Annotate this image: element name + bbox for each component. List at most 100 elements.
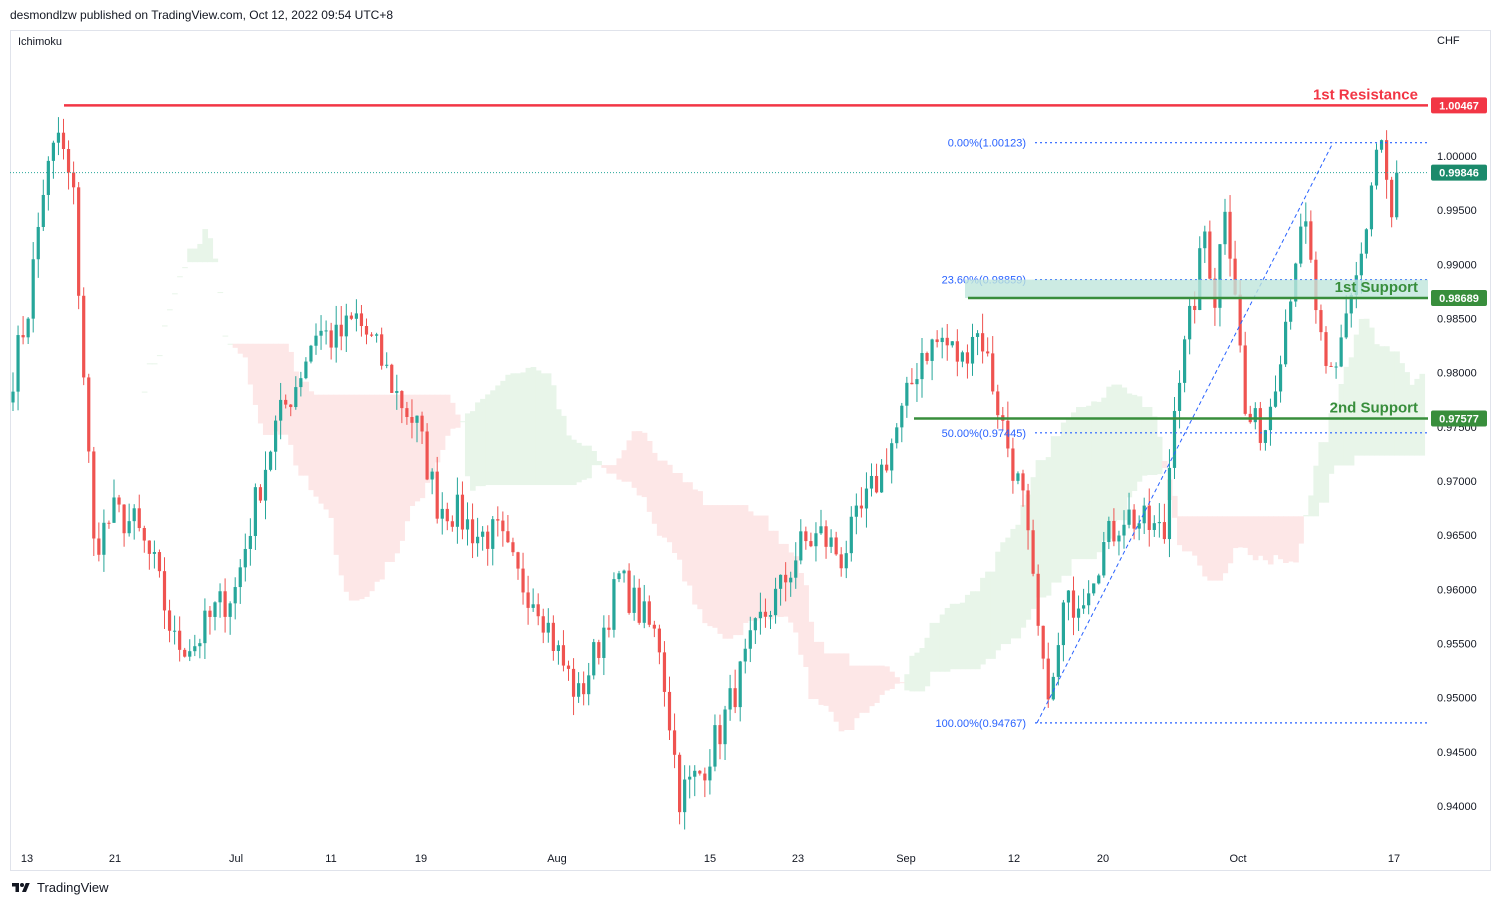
- cloud-segment: [1257, 516, 1264, 556]
- candle-body: [465, 519, 470, 530]
- candle-body: [1379, 140, 1384, 150]
- candle-body: [546, 622, 550, 633]
- level-name: 1st Resistance: [1313, 86, 1418, 103]
- cloud-segment: [1363, 318, 1370, 456]
- candle-body: [228, 603, 232, 617]
- candle-body: [571, 668, 576, 697]
- candle-body: [1374, 149, 1379, 186]
- price-tick-label: 0.95000: [1437, 693, 1477, 705]
- cloud-segment: [591, 450, 597, 466]
- cloud-segment: [510, 373, 517, 486]
- cloud-segment: [742, 505, 749, 623]
- candle-body: [763, 611, 768, 617]
- candle-body: [814, 533, 818, 547]
- cloud-segment: [995, 551, 1001, 651]
- cloud-segment: [1116, 384, 1123, 521]
- fib-trend-line: [1036, 142, 1334, 724]
- cloud-segment: [262, 343, 269, 435]
- candle-body: [607, 627, 611, 630]
- candle-body: [1066, 590, 1071, 603]
- candle-body: [1107, 520, 1111, 543]
- tradingview-footer[interactable]: TradingView: [10, 880, 109, 895]
- candle-body: [405, 408, 409, 418]
- cloud-segment: [1217, 516, 1224, 581]
- cloud-segment: [904, 674, 910, 691]
- candle-body: [784, 574, 788, 583]
- cloud-segment: [611, 465, 618, 474]
- cloud-segment: [480, 398, 486, 487]
- candle-body: [51, 142, 55, 161]
- cloud-segment: [1182, 516, 1188, 552]
- cloud-segment: [884, 666, 890, 691]
- cloud-segment: [646, 441, 653, 512]
- candle-body: [107, 522, 111, 524]
- cloud-segment: [990, 571, 996, 659]
- cloud-segment: [767, 530, 774, 620]
- candle-body: [26, 318, 30, 338]
- cloud-segment: [485, 394, 491, 486]
- candle-body: [890, 443, 894, 471]
- cloud-segment: [470, 411, 476, 491]
- indicator-label[interactable]: Ichimoku: [18, 36, 63, 48]
- candle-body: [1061, 602, 1065, 646]
- candle-body: [122, 504, 126, 534]
- cloud-segment: [1293, 516, 1299, 563]
- cloud-segment: [1111, 384, 1118, 522]
- cloud-segment: [429, 394, 436, 479]
- candle-body: [1364, 229, 1368, 254]
- candle-body: [329, 330, 333, 348]
- time-tick-label: 15: [704, 853, 716, 865]
- cloud-segment: [621, 450, 628, 482]
- cloud-segment: [1192, 516, 1198, 556]
- cloud-segment: [1121, 387, 1128, 521]
- candle-body: [880, 464, 884, 493]
- cloud-segment: [313, 394, 320, 497]
- cloud-segment: [490, 390, 496, 486]
- candle-body: [637, 587, 641, 623]
- cloud-segment: [308, 391, 315, 491]
- cloud-segment: [1060, 422, 1067, 576]
- candle-body: [991, 353, 995, 392]
- candle-body: [551, 622, 555, 651]
- candle-body: [1092, 583, 1096, 594]
- cloud-segment: [596, 461, 602, 466]
- cloud-segment: [475, 402, 481, 487]
- cloud-segment: [843, 653, 850, 731]
- cloud-segment: [894, 677, 900, 684]
- candle-body: [1258, 408, 1262, 443]
- candle-body: [940, 337, 944, 343]
- cloud-segment: [1262, 516, 1269, 561]
- candle-body: [410, 417, 414, 423]
- cloud-segment: [500, 380, 506, 486]
- candle-body: [602, 627, 606, 658]
- candle-body: [996, 391, 1000, 416]
- candle-body: [1127, 509, 1131, 525]
- cloud-segment: [1161, 460, 1168, 469]
- cloud-segment: [348, 394, 355, 601]
- cloud-segment: [1207, 516, 1213, 581]
- candle-body: [41, 194, 45, 227]
- candle-body: [945, 337, 949, 346]
- candle-body: [1395, 172, 1399, 218]
- candle-body: [1117, 535, 1121, 542]
- candle-body: [375, 334, 379, 336]
- cloud-segment: [848, 665, 855, 731]
- candle-body: [612, 579, 616, 630]
- candle-body: [1238, 294, 1242, 346]
- candle-body: [768, 615, 773, 617]
- candle-body: [632, 587, 636, 613]
- candle-body: [92, 451, 96, 539]
- candle-body: [284, 399, 288, 405]
- candle-body: [36, 226, 40, 260]
- cloud-segment: [1202, 516, 1208, 577]
- cloud-segment: [449, 402, 456, 429]
- cloud-segment: [1146, 407, 1153, 475]
- candle-body: [955, 341, 959, 362]
- time-tick-label: Aug: [547, 853, 567, 865]
- candle-body: [450, 521, 454, 527]
- candle-body: [1309, 221, 1313, 260]
- cloud-segment: [1187, 516, 1193, 552]
- candle-body: [319, 330, 323, 336]
- cloud-segment: [192, 248, 198, 263]
